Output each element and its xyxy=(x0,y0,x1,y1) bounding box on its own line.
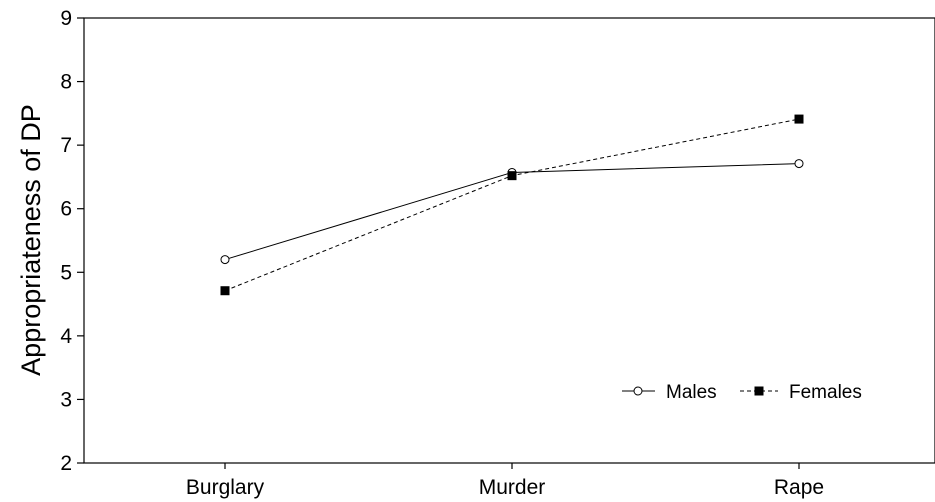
data-point xyxy=(507,171,517,181)
x-tick-label: Murder xyxy=(479,476,546,499)
y-tick-label: 8 xyxy=(60,71,72,94)
series-line xyxy=(224,118,800,292)
y-tick-label: 4 xyxy=(60,325,72,348)
data-point xyxy=(220,255,230,265)
legend-label-males: Males xyxy=(666,382,717,403)
y-tick-label: 3 xyxy=(60,388,72,411)
legend-marker-females xyxy=(754,386,764,396)
y-tick-label: 7 xyxy=(60,134,72,157)
plot-frame xyxy=(83,17,935,464)
y-tick-label: 9 xyxy=(60,7,72,30)
legend: Males Females xyxy=(622,382,862,403)
x-tick-label: Burglary xyxy=(186,476,265,499)
y-axis-ticks: 2 3 4 5 6 7 8 9 xyxy=(60,7,84,475)
x-tick-label: Rape xyxy=(774,476,824,499)
series-layer xyxy=(220,114,804,296)
series-females xyxy=(220,114,804,296)
y-tick-label: 5 xyxy=(60,261,72,284)
y-tick-label: 6 xyxy=(60,198,72,221)
legend-marker-males xyxy=(633,386,643,396)
data-point xyxy=(220,286,230,296)
data-point xyxy=(794,114,804,124)
legend-label-females: Females xyxy=(789,382,862,403)
x-axis-ticks: Burglary Murder Rape xyxy=(186,463,824,499)
y-axis-title: Appropriateness of DP xyxy=(16,104,46,376)
y-tick-label: 2 xyxy=(60,452,72,475)
data-point xyxy=(794,159,804,169)
